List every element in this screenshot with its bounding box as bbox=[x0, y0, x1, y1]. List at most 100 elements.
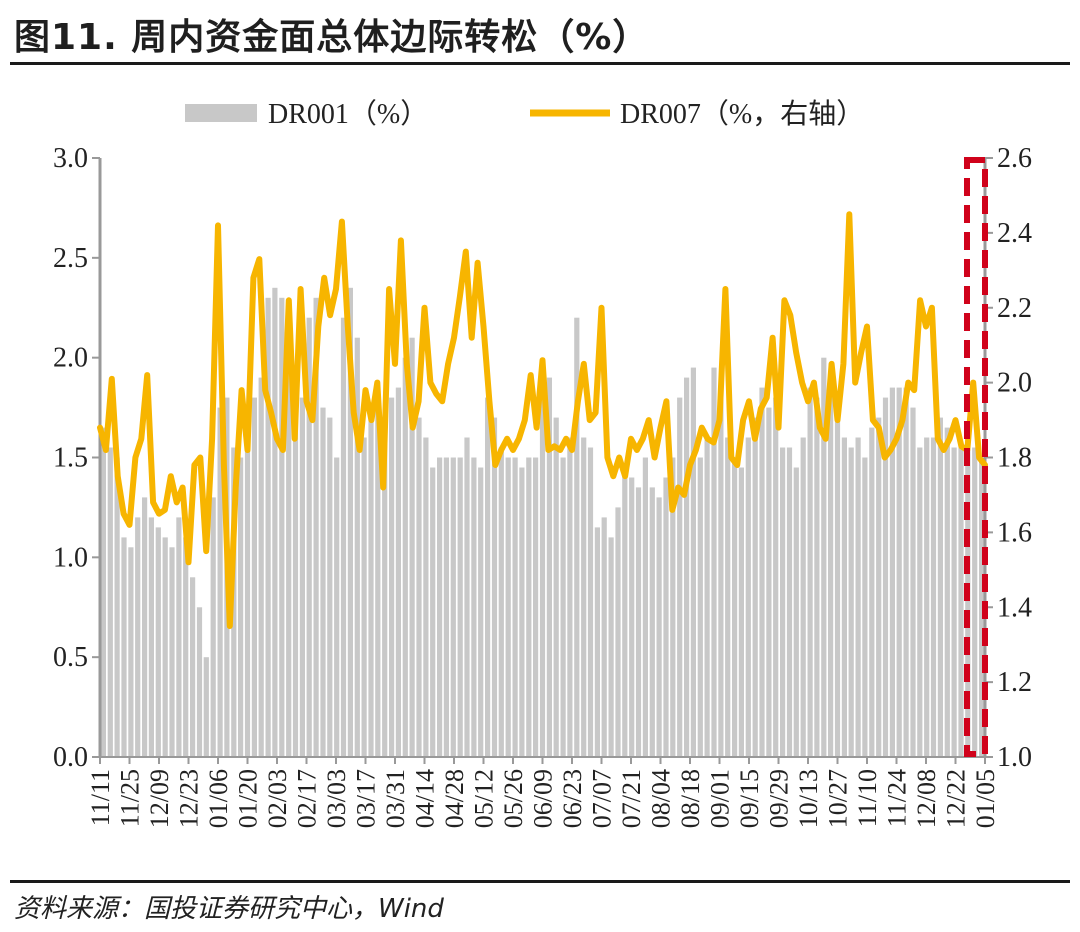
bar-dr001 bbox=[361, 437, 367, 757]
bar-dr001 bbox=[155, 527, 161, 757]
x-tick-label: 08/04 bbox=[647, 769, 676, 828]
bar-dr001 bbox=[313, 297, 319, 757]
bar-dr001 bbox=[485, 397, 491, 757]
x-tick-label: 02/03 bbox=[263, 769, 292, 828]
bar-dr001 bbox=[944, 427, 950, 757]
bar-dr001 bbox=[848, 447, 854, 757]
bar-dr001 bbox=[457, 457, 463, 757]
chart: DR001（%） DR007（%，右轴） 0.0 0.5 1.0 1.5 2.0 2.5 3.… bbox=[53, 98, 1032, 828]
bar-dr001 bbox=[395, 387, 401, 757]
bar-dr001 bbox=[656, 497, 662, 757]
source-rule bbox=[10, 880, 1070, 883]
bar-dr001 bbox=[340, 317, 347, 757]
bar-dr001 bbox=[732, 457, 738, 757]
left-tick-label: 3.0 bbox=[53, 143, 88, 174]
bar-dr001 bbox=[375, 407, 381, 757]
bar-dr001 bbox=[505, 457, 511, 757]
bar-dr001 bbox=[896, 387, 902, 757]
bar-dr001 bbox=[608, 537, 614, 757]
left-tick-label: 1.5 bbox=[53, 443, 88, 474]
bar-dr001 bbox=[882, 397, 889, 757]
bar-dr001 bbox=[478, 467, 484, 757]
bar-dr001 bbox=[793, 467, 799, 757]
dr001-bars bbox=[100, 287, 985, 758]
bar-dr001 bbox=[690, 367, 696, 757]
bar-dr001 bbox=[745, 437, 751, 757]
right-tick-label: 2.2 bbox=[997, 293, 1032, 324]
bar-dr001 bbox=[334, 457, 340, 757]
bar-dr001 bbox=[382, 437, 388, 757]
bar-dr001 bbox=[594, 527, 600, 757]
bar-dr001 bbox=[697, 457, 703, 757]
x-tick-label: 06/23 bbox=[558, 769, 587, 828]
legend-label-dr007: DR007（%，右轴） bbox=[620, 98, 864, 130]
bar-dr001 bbox=[121, 537, 127, 757]
bar-dr001 bbox=[471, 457, 477, 757]
bar-dr001 bbox=[862, 457, 868, 757]
bar-dr001 bbox=[443, 457, 449, 757]
bar-dr001 bbox=[292, 377, 299, 757]
bar-dr001 bbox=[286, 337, 292, 757]
bar-dr001 bbox=[196, 607, 203, 758]
bar-dr001 bbox=[814, 397, 820, 757]
bar-dr001 bbox=[629, 477, 635, 757]
x-tick-label: 01/20 bbox=[234, 769, 263, 828]
x-tick-label: 03/31 bbox=[381, 769, 410, 828]
bar-dr001 bbox=[759, 387, 765, 757]
bar-dr001 bbox=[780, 447, 786, 757]
x-tick-label: 11/11 bbox=[86, 769, 115, 826]
left-tick-label: 2.5 bbox=[53, 243, 88, 274]
bar-dr001 bbox=[306, 317, 312, 757]
bar-dr001 bbox=[203, 657, 209, 757]
bar-dr001 bbox=[869, 427, 875, 757]
bar-dr001 bbox=[135, 517, 141, 757]
bar-dr001 bbox=[272, 287, 278, 757]
left-tick-label: 2.0 bbox=[53, 343, 88, 374]
bar-dr001 bbox=[567, 437, 573, 757]
x-tick-label: 04/28 bbox=[440, 769, 469, 828]
bar-dr001 bbox=[128, 547, 134, 757]
x-tick-label: 01/06 bbox=[204, 769, 233, 828]
right-tick-label: 2.0 bbox=[997, 368, 1032, 399]
bar-dr001 bbox=[766, 407, 772, 757]
bar-dr001 bbox=[354, 337, 360, 757]
bar-dr001 bbox=[958, 447, 964, 757]
x-tick-label: 03/17 bbox=[352, 769, 381, 828]
bar-dr001 bbox=[834, 417, 841, 757]
x-tick-label: 04/14 bbox=[411, 769, 440, 828]
legend: DR001（%） DR007（%，右轴） bbox=[185, 98, 864, 130]
title-rule bbox=[10, 62, 1070, 65]
bar-dr001 bbox=[773, 397, 779, 757]
bar-dr001 bbox=[979, 457, 985, 757]
x-tick-label: 02/17 bbox=[293, 769, 322, 828]
right-tick-label: 2.4 bbox=[997, 218, 1032, 249]
bar-dr001 bbox=[327, 417, 333, 757]
left-tick-label: 0.5 bbox=[53, 642, 88, 673]
bar-dr001 bbox=[423, 437, 429, 757]
bar-dr001 bbox=[491, 417, 498, 757]
highlight-rect bbox=[964, 157, 988, 757]
x-tick-label: 12/22 bbox=[942, 769, 971, 828]
bar-dr001 bbox=[107, 447, 113, 757]
bar-dr001 bbox=[258, 377, 264, 757]
bar-dr001 bbox=[635, 487, 642, 757]
bar-dr001 bbox=[855, 437, 861, 757]
x-tick-label: 06/09 bbox=[529, 769, 558, 828]
x-tick-label: 12/08 bbox=[912, 769, 941, 828]
bar-dr001 bbox=[437, 457, 443, 757]
bar-dr001 bbox=[519, 467, 525, 757]
left-tick-label: 0.0 bbox=[53, 742, 88, 773]
x-tick-label: 07/21 bbox=[617, 769, 646, 828]
x-tick-label: 09/01 bbox=[706, 769, 735, 828]
bar-dr001 bbox=[889, 387, 895, 757]
bar-dr001 bbox=[251, 397, 257, 757]
dr007-line bbox=[97, 211, 988, 629]
x-tick-label: 05/26 bbox=[499, 769, 528, 828]
x-tick-label: 03/03 bbox=[322, 769, 351, 828]
bar-dr001 bbox=[498, 447, 504, 757]
bar-dr001 bbox=[711, 367, 717, 757]
bar-dr001 bbox=[560, 457, 566, 757]
bar-dr001 bbox=[910, 407, 916, 757]
bar-dr001 bbox=[930, 437, 937, 757]
bar-dr001 bbox=[464, 437, 470, 757]
